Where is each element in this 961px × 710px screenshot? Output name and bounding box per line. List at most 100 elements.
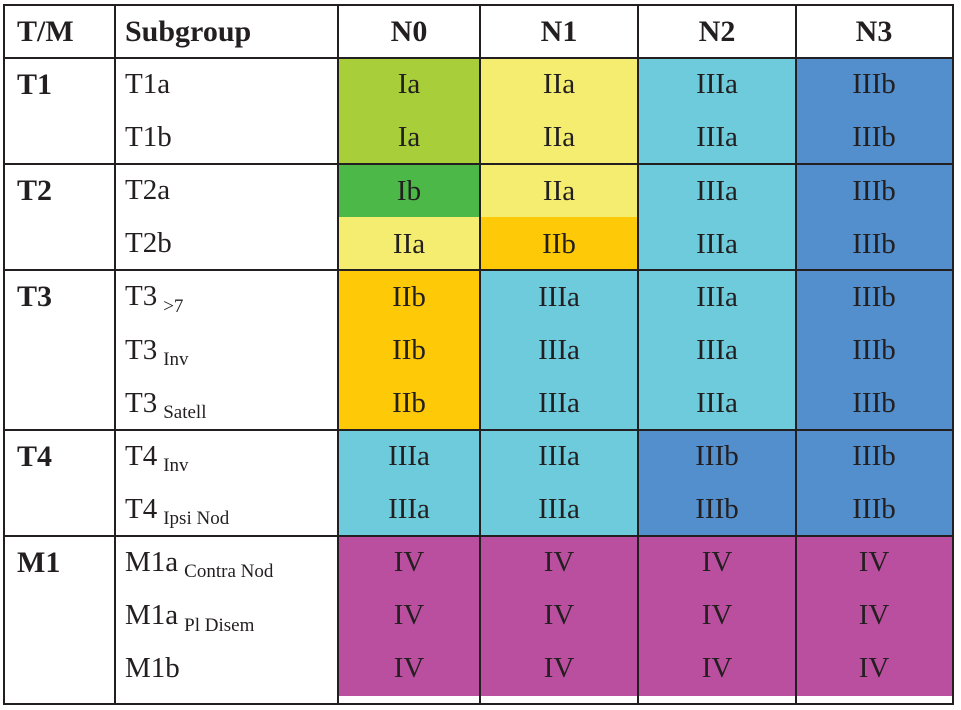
stage-cell: IIIa [638, 164, 796, 218]
subgroup-main: T1a [125, 68, 171, 100]
stage-cell: IIIb [796, 111, 952, 165]
stage-cell: IIIa [480, 323, 638, 378]
stage-cell: IV [638, 589, 796, 643]
stage-cell: IIIb [796, 376, 952, 431]
stage-cell: IIIa [480, 482, 638, 537]
header-n1: N1 [540, 15, 578, 48]
subgroup-main: T3 [125, 386, 158, 419]
column-divider [795, 6, 797, 703]
stage-cell: IIIa [638, 111, 796, 165]
subgroup-cell: T2b [125, 217, 172, 270]
stage-cell: IIIb [796, 429, 952, 484]
stage-cell: IV [338, 589, 480, 643]
column-divider [337, 6, 339, 703]
subgroup-subscript: Inv [163, 455, 189, 477]
subgroup-cell: T1b [125, 111, 172, 164]
subgroup-main: T3 [125, 280, 158, 313]
subgroup-cell: T4 Ipsi Nod [125, 483, 229, 536]
subgroup-subscript: >7 [163, 295, 184, 317]
header-divider [5, 57, 952, 59]
group-divider [5, 534, 952, 537]
stage-cell: IIIb [796, 270, 952, 325]
subgroup-cell: T2a [125, 164, 170, 217]
subgroup-main: M1b [125, 652, 180, 685]
stage-cell: IIb [480, 217, 638, 271]
subgroup-main: T3 [125, 333, 158, 366]
stage-cell: Ia [338, 111, 480, 165]
subgroup-cell: T3 Inv [125, 324, 189, 377]
stage-cell: IV [480, 589, 638, 643]
staging-table: T/M Subgroup N0 N1 N2 N3 T1 T1a Ia IIa IIIa IIIb T1b… [3, 4, 954, 705]
subgroup-main: T2b [125, 227, 172, 260]
stage-cell: IV [480, 642, 638, 696]
stage-cell: IIIb [796, 482, 952, 537]
header-n3: N3 [855, 15, 893, 48]
stage-cell: IIIa [480, 270, 638, 325]
stage-cell: IIIb [796, 58, 952, 112]
stage-cell: IIIa [480, 376, 638, 431]
stage-cell: IIIa [638, 376, 796, 431]
stage-cell: IIIb [796, 217, 952, 271]
column-divider [114, 6, 116, 703]
stage-cell: IIIa [338, 429, 480, 484]
subgroup-cell: T3 Satell [125, 377, 207, 430]
group-label-t3: T3 [17, 280, 53, 314]
subgroup-subscript: Contra Nod [184, 561, 274, 583]
subgroup-cell: M1a Pl Disem [125, 589, 254, 642]
stage-cell: IIIb [796, 164, 952, 218]
stage-cell: IIIa [638, 217, 796, 271]
stage-cell: IV [796, 642, 952, 696]
stage-cell: IIb [338, 323, 480, 378]
stage-cell: IIa [480, 164, 638, 218]
group-label-t4: T4 [17, 439, 53, 473]
stage-cell: IIIa [638, 323, 796, 378]
group-divider [5, 428, 952, 431]
stage-cell: IIIa [480, 429, 638, 484]
subgroup-subscript: Inv [163, 349, 189, 370]
stage-cell: IIb [338, 376, 480, 431]
stage-cell: IV [338, 642, 480, 696]
stage-cell: Ia [338, 58, 480, 112]
group-label-t2: T2 [17, 174, 53, 208]
header-n2: N2 [698, 15, 736, 48]
header-n0: N0 [390, 15, 428, 48]
stage-cell: IIa [480, 111, 638, 165]
stage-cell: IIIa [638, 58, 796, 112]
subgroup-main: T4 [125, 439, 158, 472]
stage-cell: IIIa [338, 482, 480, 537]
stage-cell: IIa [480, 58, 638, 112]
subgroup-cell: T1a [125, 58, 170, 111]
group-divider [5, 163, 952, 166]
stage-cell: IIIb [796, 323, 952, 378]
stage-cell: IV [638, 642, 796, 696]
subgroup-main: T1b [125, 121, 172, 154]
stage-cell: IIIb [638, 482, 796, 537]
stage-cell: IV [796, 589, 952, 643]
subgroup-main: T4 [125, 492, 158, 525]
header-subgroup: Subgroup [125, 15, 252, 48]
stage-cell: IV [338, 535, 480, 590]
subgroup-subscript: Ipsi Nod [163, 508, 230, 530]
subgroup-main: T2a [125, 174, 171, 207]
subgroup-main: M1a [125, 599, 179, 631]
group-label-t1: T1 [17, 68, 53, 101]
subgroup-subscript: Satell [163, 402, 207, 424]
subgroup-cell: T3 >7 [125, 270, 183, 323]
stage-cell: IV [480, 535, 638, 590]
stage-cell: IIIb [638, 429, 796, 484]
subgroup-cell: M1a Contra Nod [125, 536, 273, 589]
stage-cell: IIb [338, 270, 480, 325]
stage-cell: IIa [338, 217, 480, 271]
subgroup-subscript: Pl Disem [184, 614, 255, 636]
column-divider [479, 6, 481, 703]
group-divider [5, 269, 952, 272]
stage-cell: IIIa [638, 270, 796, 325]
stage-cell: Ib [338, 164, 480, 218]
subgroup-cell: M1b [125, 642, 180, 695]
stage-cell: IV [638, 535, 796, 590]
stage-cell: IV [796, 535, 952, 590]
column-divider [637, 6, 639, 703]
group-label-m1: M1 [17, 545, 61, 579]
subgroup-main: M1a [125, 545, 179, 578]
header-tm: T/M [17, 15, 74, 48]
